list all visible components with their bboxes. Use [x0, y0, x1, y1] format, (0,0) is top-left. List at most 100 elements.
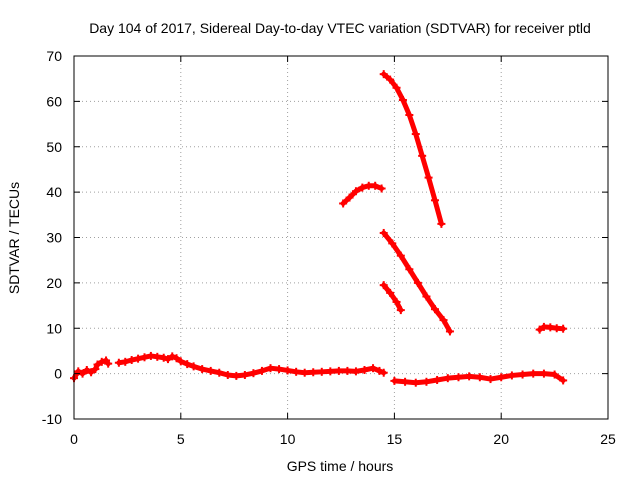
- data-point-marker: [486, 375, 495, 384]
- data-point-marker: [140, 353, 149, 362]
- data-point-marker: [351, 367, 360, 376]
- data-series-4: [379, 70, 446, 228]
- x-tick-label: 5: [177, 431, 185, 447]
- data-point-marker: [411, 378, 420, 387]
- x-axis-label: GPS time / hours: [287, 458, 394, 474]
- data-point-marker: [465, 372, 474, 381]
- data-point-marker: [559, 324, 568, 333]
- data-point-marker: [127, 356, 136, 365]
- data-point-marker: [317, 367, 326, 376]
- data-point-marker: [390, 376, 399, 385]
- data-point-marker: [379, 281, 388, 290]
- data-point-marker: [379, 70, 388, 79]
- data-point-marker: [411, 130, 420, 139]
- axis-ticks: 0 5 10 15 20 25 -10 0 10 20 30 40 50 60 70: [42, 48, 616, 447]
- data-point-marker: [183, 360, 192, 369]
- data-series-6: [379, 281, 405, 315]
- data-point-marker: [134, 354, 143, 363]
- data-point-marker: [396, 251, 405, 260]
- data-point-marker: [535, 325, 544, 334]
- data-point-marker: [422, 377, 431, 386]
- data-point-marker: [351, 187, 360, 196]
- series-trace-segment: [441, 317, 453, 334]
- data-point-marker: [405, 265, 414, 274]
- data-point-marker: [377, 184, 386, 193]
- y-tick-label: 70: [46, 48, 62, 64]
- data-point-marker: [360, 365, 369, 374]
- y-tick-label: 50: [46, 139, 62, 155]
- data-point-marker: [375, 366, 384, 375]
- data-point-marker: [401, 377, 410, 386]
- data-point-marker: [97, 357, 106, 366]
- data-series-7: [390, 369, 568, 387]
- x-tick-label: 10: [280, 431, 296, 447]
- data-point-marker: [379, 368, 388, 377]
- data-point-marker: [275, 365, 284, 374]
- data-point-marker: [91, 365, 100, 374]
- series-trace-segment: [398, 253, 412, 272]
- data-point-marker: [539, 369, 548, 378]
- data-series-8: [535, 322, 568, 334]
- data-point-marker: [93, 360, 102, 369]
- series-trace-segment: [413, 131, 425, 159]
- data-point-marker: [339, 199, 348, 208]
- data-point-marker: [398, 96, 407, 105]
- data-point-marker: [371, 181, 380, 190]
- series-trace-segment: [419, 153, 432, 181]
- data-point-marker: [309, 368, 318, 377]
- data-point-marker: [266, 364, 275, 373]
- series-trace-segment: [400, 97, 412, 118]
- data-series-2: [114, 351, 388, 380]
- data-point-marker: [445, 327, 454, 336]
- series-trace-segment: [406, 266, 421, 286]
- data-series-5: [379, 228, 454, 336]
- data-point-marker: [430, 196, 439, 205]
- data-point-marker: [437, 219, 446, 228]
- data-point-marker: [529, 369, 538, 378]
- y-tick-label: -10: [42, 411, 62, 427]
- data-series-1: [70, 356, 113, 383]
- x-tick-label: 0: [70, 431, 78, 447]
- data-series-3: [339, 181, 386, 208]
- data-point-marker: [223, 370, 232, 379]
- data-point-marker: [176, 357, 185, 366]
- data-point-marker: [413, 278, 422, 287]
- data-point-marker: [121, 357, 130, 366]
- data-point-marker: [189, 362, 198, 371]
- data-point-marker: [424, 173, 433, 182]
- data-point-marker: [215, 368, 224, 377]
- data-point-marker: [82, 365, 91, 374]
- series-trace-segment: [432, 197, 444, 227]
- data-series-layer: [70, 70, 568, 387]
- y-tick-label: 40: [46, 184, 62, 200]
- data-point-marker: [343, 366, 352, 375]
- data-point-marker: [388, 239, 397, 248]
- x-tick-label: 20: [493, 431, 509, 447]
- y-axis-label: SDTVAR / TECUs: [6, 182, 22, 294]
- data-point-marker: [198, 365, 207, 374]
- data-point-marker: [443, 374, 452, 383]
- data-point-marker: [392, 83, 401, 92]
- data-point-marker: [334, 366, 343, 375]
- data-point-marker: [159, 353, 168, 362]
- data-point-marker: [507, 371, 516, 380]
- data-point-marker: [405, 110, 414, 119]
- data-point-marker: [163, 355, 172, 364]
- series-trace-segment: [423, 293, 438, 312]
- series-trace-segment: [426, 175, 438, 203]
- series-trace-segment: [415, 280, 429, 299]
- y-tick-label: 10: [46, 320, 62, 336]
- data-point-marker: [386, 288, 395, 297]
- x-tick-label: 25: [600, 431, 616, 447]
- y-tick-label: 30: [46, 230, 62, 246]
- data-point-marker: [379, 228, 388, 237]
- x-tick-label: 15: [387, 431, 403, 447]
- data-point-marker: [326, 367, 335, 376]
- data-point-marker: [257, 366, 266, 375]
- data-point-marker: [454, 373, 463, 382]
- data-point-marker: [422, 292, 431, 301]
- data-point-marker: [300, 368, 309, 377]
- data-point-marker: [232, 371, 241, 380]
- data-point-marker: [418, 151, 427, 160]
